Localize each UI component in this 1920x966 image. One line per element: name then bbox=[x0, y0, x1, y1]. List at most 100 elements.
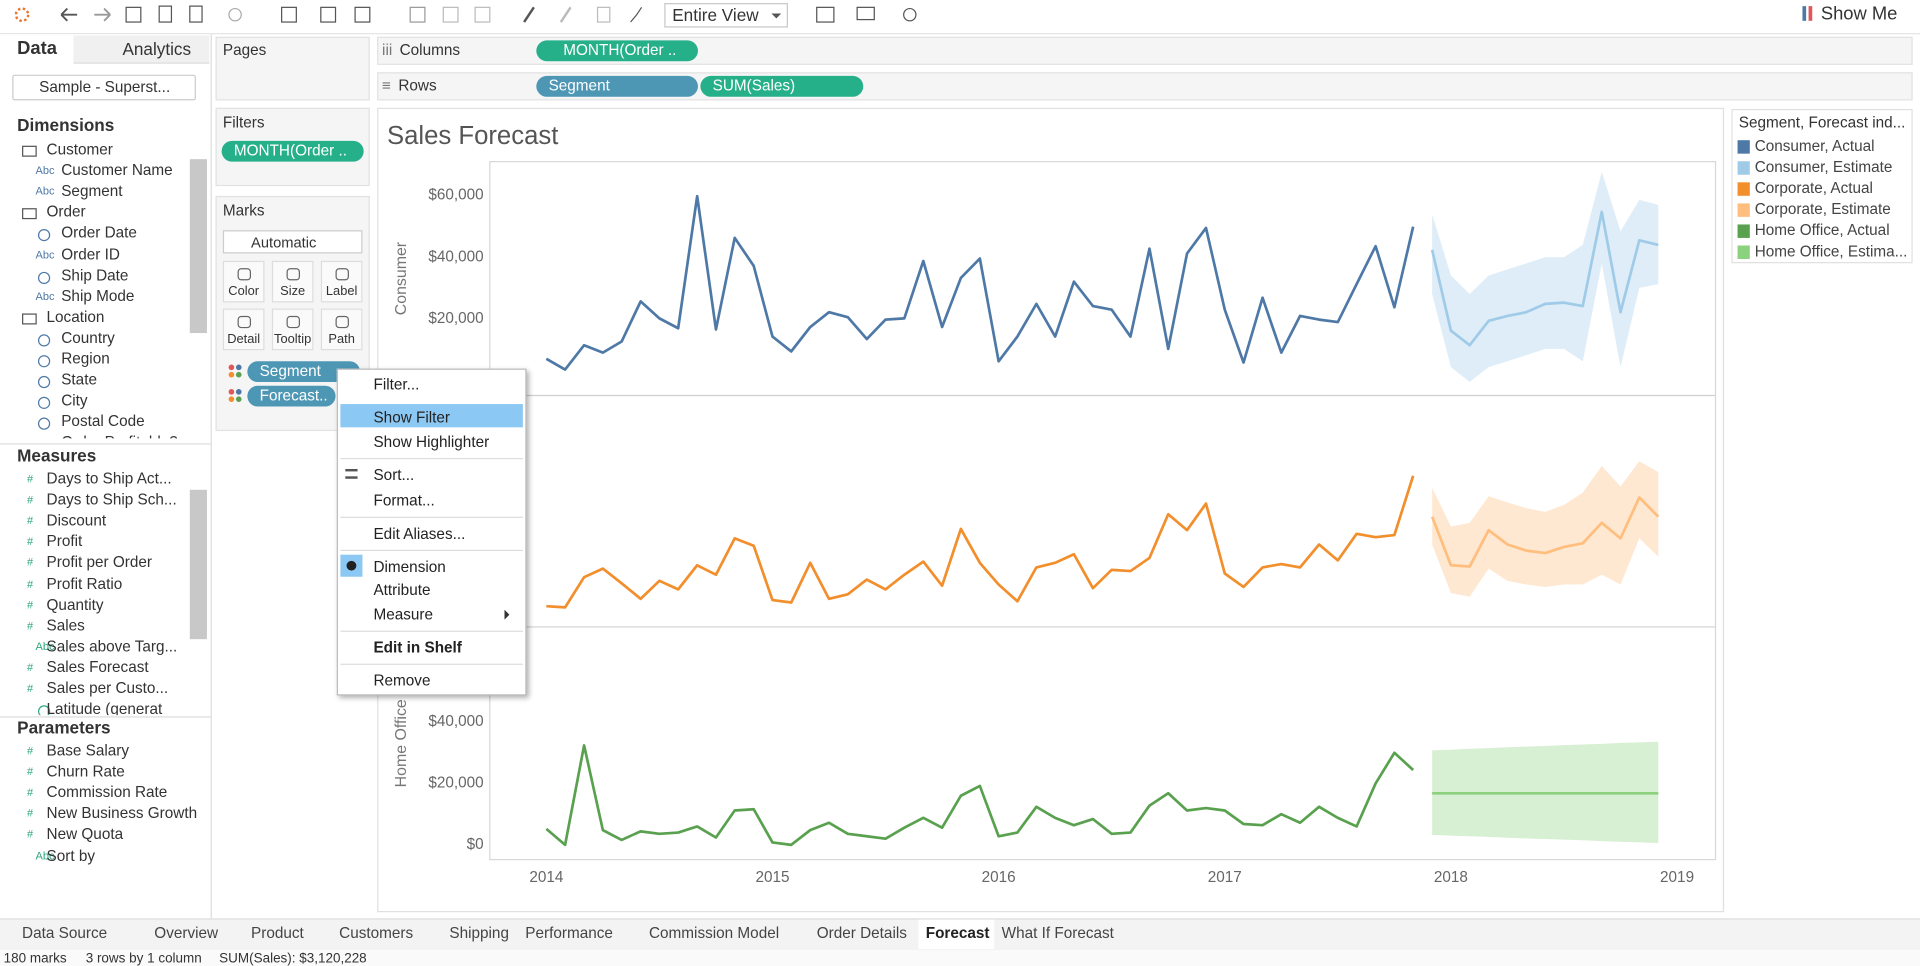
swap[interactable] bbox=[409, 6, 426, 23]
field-name[interactable]: Commission Rate bbox=[46, 783, 168, 802]
group[interactable] bbox=[559, 6, 572, 23]
menu-item[interactable]: Measure bbox=[373, 606, 434, 624]
tab[interactable]: Customers bbox=[339, 924, 414, 942]
menu-item[interactable]: Edit in Shelf bbox=[373, 639, 462, 657]
field-name[interactable]: Profit per Order bbox=[46, 553, 153, 572]
field-name[interactable]: Order Date bbox=[61, 224, 137, 242]
presentation[interactable] bbox=[856, 6, 875, 21]
labels[interactable] bbox=[596, 6, 611, 23]
new-sheet[interactable] bbox=[281, 6, 297, 23]
field-name[interactable]: Sales Forecast bbox=[46, 658, 149, 676]
field-name[interactable]: Days to Ship Act... bbox=[46, 470, 172, 488]
rows-pill[interactable]: Segment bbox=[536, 75, 698, 97]
redo[interactable] bbox=[94, 7, 111, 22]
scrollbar[interactable] bbox=[189, 159, 207, 334]
field-icon bbox=[37, 376, 51, 389]
field-name[interactable]: Ship Date bbox=[61, 266, 129, 284]
folder-icon bbox=[22, 145, 37, 157]
highlight[interactable] bbox=[523, 6, 535, 23]
share[interactable] bbox=[903, 7, 917, 22]
folder-name[interactable]: Customer bbox=[46, 140, 113, 158]
mark-button[interactable]: Color bbox=[222, 260, 265, 303]
columns-pill[interactable]: MONTH(Order .. bbox=[536, 40, 698, 62]
field-name[interactable]: Churn Rate bbox=[46, 762, 125, 781]
field-name[interactable]: Discount bbox=[46, 512, 107, 530]
menu-item[interactable]: Format... bbox=[373, 492, 435, 510]
pages-shelf[interactable] bbox=[215, 36, 370, 101]
tab[interactable]: Data Source bbox=[22, 924, 108, 942]
field-name[interactable]: Ship Mode bbox=[61, 287, 135, 305]
field-name[interactable]: Order Profitable? bbox=[61, 434, 178, 438]
tab[interactable]: Shipping bbox=[449, 924, 509, 942]
mark-button[interactable]: Tooltip bbox=[271, 308, 314, 351]
menu-item[interactable]: Attribute bbox=[373, 581, 431, 599]
field-name[interactable]: New Quota bbox=[46, 825, 124, 843]
folder-icon bbox=[22, 208, 37, 220]
tab[interactable]: Commission Model bbox=[648, 924, 780, 942]
field-name[interactable]: Sales bbox=[46, 616, 85, 634]
undo[interactable] bbox=[60, 7, 78, 22]
marks-pill[interactable]: Forecast.. bbox=[247, 385, 336, 407]
mark-button[interactable]: Detail bbox=[222, 308, 265, 351]
menu-item[interactable]: Sort... bbox=[373, 466, 415, 484]
menu-item[interactable]: Show Filter bbox=[373, 408, 451, 427]
rows-pill[interactable]: SUM(Sales) bbox=[700, 75, 864, 97]
field-name[interactable]: State bbox=[61, 371, 97, 389]
field-name[interactable]: Customer Name bbox=[61, 161, 173, 179]
tab[interactable]: Overview bbox=[154, 924, 219, 942]
tab[interactable]: Product bbox=[251, 924, 304, 942]
field-name[interactable]: Sort by bbox=[46, 846, 96, 864]
pause[interactable] bbox=[189, 5, 203, 23]
show-me[interactable]: Show Me bbox=[1820, 3, 1898, 25]
filter-pill[interactable]: MONTH(Order .. bbox=[221, 140, 364, 162]
marks-pill[interactable]: Segment bbox=[247, 361, 361, 383]
mark-type-select[interactable] bbox=[222, 230, 363, 254]
folder-name[interactable]: Location bbox=[46, 308, 105, 326]
field-name[interactable]: Sales above Targ... bbox=[46, 637, 178, 655]
mark-button[interactable]: Label bbox=[320, 260, 363, 303]
field-name[interactable]: Base Salary bbox=[46, 742, 130, 760]
status-item: 3 rows by 1 column bbox=[85, 951, 202, 966]
datasource-select[interactable] bbox=[12, 74, 196, 101]
sort-asc[interactable] bbox=[442, 6, 459, 23]
field-name[interactable]: City bbox=[61, 392, 88, 410]
clear[interactable] bbox=[354, 6, 371, 23]
cards[interactable] bbox=[816, 6, 835, 23]
sort-desc[interactable] bbox=[474, 6, 491, 23]
field-name[interactable]: Latitude (generat bbox=[46, 700, 163, 716]
field-name[interactable]: Postal Code bbox=[61, 413, 145, 431]
tab[interactable]: Performance bbox=[525, 924, 613, 942]
tab-active[interactable]: Forecast bbox=[925, 924, 990, 942]
field-name[interactable]: Profit bbox=[46, 533, 83, 551]
refresh[interactable] bbox=[228, 7, 242, 22]
data-tab[interactable]: Data bbox=[17, 37, 57, 59]
field-name[interactable]: Region bbox=[61, 350, 110, 368]
menu-item[interactable]: Remove bbox=[373, 672, 431, 690]
menu-item[interactable]: Show Highlighter bbox=[373, 433, 490, 451]
mark-button[interactable]: Path bbox=[320, 308, 363, 351]
tab[interactable]: What If Forecast bbox=[1001, 924, 1114, 942]
menu-item[interactable]: Dimension bbox=[373, 558, 446, 576]
parameters-title: Parameters bbox=[17, 717, 111, 738]
field-name[interactable]: New Business Growth bbox=[46, 804, 198, 822]
field-name[interactable]: Country bbox=[61, 329, 115, 347]
duplicate[interactable] bbox=[320, 6, 337, 23]
scrollbar[interactable] bbox=[189, 489, 207, 640]
tab[interactable]: Order Details bbox=[816, 924, 907, 942]
mark-button[interactable]: Size bbox=[271, 260, 314, 303]
folder-name[interactable]: Order bbox=[46, 203, 86, 221]
new-datasource[interactable] bbox=[158, 5, 173, 23]
field-name[interactable]: Segment bbox=[61, 182, 123, 200]
field-name[interactable]: Profit Ratio bbox=[46, 574, 123, 593]
field-name[interactable]: Days to Ship Sch... bbox=[46, 491, 177, 509]
save[interactable] bbox=[125, 6, 142, 23]
field-name[interactable]: Order ID bbox=[61, 245, 120, 263]
marks-title: Marks bbox=[222, 202, 265, 220]
menu-item[interactable]: Filter... bbox=[373, 375, 420, 394]
field-name[interactable]: Sales per Custo... bbox=[46, 679, 169, 697]
analytics-tab[interactable]: Analytics bbox=[122, 39, 192, 59]
field-name[interactable]: Quantity bbox=[46, 595, 104, 613]
menu-item[interactable]: Edit Aliases... bbox=[373, 525, 466, 543]
view-dropdown[interactable] bbox=[664, 3, 788, 28]
pin[interactable] bbox=[630, 7, 643, 23]
